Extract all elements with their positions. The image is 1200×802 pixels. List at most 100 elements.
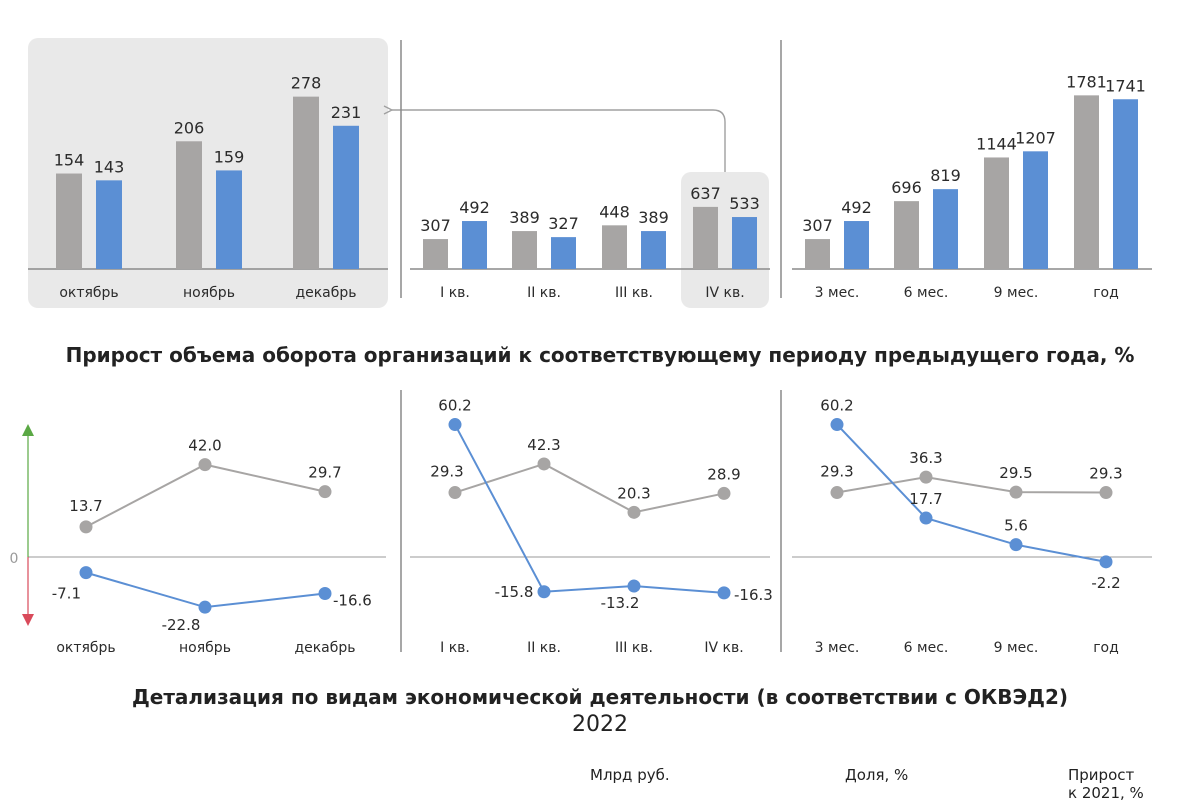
bar bbox=[933, 189, 958, 269]
growth-chart-title: Прирост объема оборота организаций к соо… bbox=[65, 343, 1135, 367]
bar-value-label: 637 bbox=[690, 184, 721, 203]
bar-value-label: 231 bbox=[331, 103, 362, 122]
bar-value-label: 492 bbox=[841, 198, 872, 217]
point-value-label: 29.5 bbox=[999, 464, 1032, 482]
bar bbox=[551, 237, 576, 269]
point-value-label: 13.7 bbox=[69, 497, 102, 515]
point-value-label: -15.8 bbox=[495, 583, 534, 601]
x-tick-label: 9 мес. bbox=[994, 640, 1039, 656]
x-tick-label: ноябрь bbox=[179, 640, 231, 656]
point-value-label: 36.3 bbox=[909, 449, 942, 467]
x-tick-label: октябрь bbox=[56, 640, 115, 656]
data-point bbox=[448, 486, 462, 500]
bar bbox=[423, 239, 448, 269]
bar-value-label: 819 bbox=[930, 166, 961, 185]
data-point bbox=[448, 418, 462, 432]
point-value-label: 20.3 bbox=[617, 484, 650, 502]
bar-value-label: 278 bbox=[291, 74, 322, 93]
x-tick-label: I кв. bbox=[440, 640, 470, 656]
column-header-share: Доля, % bbox=[845, 766, 909, 784]
column-header-billion-rub: Млрд руб. bbox=[590, 766, 670, 784]
bar-value-label: 448 bbox=[599, 202, 630, 221]
bar-value-label: 389 bbox=[638, 208, 669, 227]
point-value-label: 60.2 bbox=[820, 397, 853, 415]
bar-value-label: 533 bbox=[729, 194, 760, 213]
bar bbox=[1074, 95, 1099, 269]
detail-year: 2022 bbox=[572, 712, 628, 737]
bar bbox=[984, 157, 1009, 269]
data-point bbox=[1099, 486, 1113, 500]
data-point bbox=[830, 486, 844, 500]
growth-arrow-icon bbox=[22, 424, 34, 436]
x-tick-label: 9 мес. bbox=[994, 285, 1039, 301]
x-tick-label: IV кв. bbox=[704, 640, 743, 656]
series-line bbox=[836, 476, 1107, 494]
bar-value-label: 206 bbox=[174, 118, 205, 137]
bar-value-label: 159 bbox=[214, 147, 245, 166]
q4-to-months-arrow bbox=[392, 110, 726, 172]
bar bbox=[641, 231, 666, 269]
bar-value-label: 327 bbox=[548, 214, 579, 233]
series-line bbox=[836, 423, 1107, 563]
x-tick-label: 3 мес. bbox=[815, 640, 860, 656]
point-value-label: 28.9 bbox=[707, 465, 740, 483]
bar bbox=[56, 173, 82, 269]
bar bbox=[176, 141, 202, 269]
data-point bbox=[537, 585, 551, 599]
data-point bbox=[830, 418, 844, 432]
point-value-label: -2.2 bbox=[1091, 574, 1120, 592]
series-line bbox=[454, 462, 725, 514]
bar-value-label: 154 bbox=[54, 151, 85, 170]
zero-axis-label: 0 bbox=[10, 551, 19, 567]
data-point bbox=[537, 457, 551, 471]
q4-highlight bbox=[681, 172, 769, 308]
x-tick-label: 3 мес. bbox=[815, 285, 860, 301]
data-point bbox=[717, 586, 731, 600]
point-value-label: -16.6 bbox=[333, 592, 372, 610]
bar bbox=[216, 170, 242, 269]
data-point bbox=[1009, 538, 1023, 552]
bar-value-label: 1741 bbox=[1105, 76, 1146, 95]
data-point bbox=[318, 485, 332, 499]
point-value-label: 29.7 bbox=[308, 464, 341, 482]
x-tick-label: октябрь bbox=[59, 285, 118, 301]
decline-arrow-icon bbox=[22, 614, 34, 626]
bar bbox=[293, 96, 319, 269]
point-value-label: 42.0 bbox=[188, 437, 221, 455]
bar bbox=[333, 125, 359, 269]
bar bbox=[1023, 151, 1048, 269]
data-point bbox=[79, 520, 93, 534]
x-tick-label: IV кв. bbox=[705, 285, 744, 301]
bar-value-label: 492 bbox=[459, 198, 490, 217]
x-tick-label: III кв. bbox=[615, 640, 653, 656]
point-value-label: -22.8 bbox=[162, 616, 201, 634]
point-value-label: 60.2 bbox=[438, 397, 471, 415]
data-point bbox=[79, 566, 93, 580]
column-header-growth: Прирост к 2021, % bbox=[1068, 766, 1144, 802]
data-point bbox=[1009, 485, 1023, 499]
data-point bbox=[717, 486, 731, 500]
point-value-label: 29.3 bbox=[1089, 465, 1122, 483]
bar-value-label: 307 bbox=[420, 216, 451, 235]
point-value-label: 29.3 bbox=[430, 463, 463, 481]
bar bbox=[1113, 99, 1138, 269]
data-point bbox=[627, 505, 641, 519]
x-tick-label: декабрь bbox=[295, 285, 356, 301]
point-value-label: 29.3 bbox=[820, 463, 853, 481]
point-value-label: 5.6 bbox=[1004, 517, 1028, 535]
point-value-label: -7.1 bbox=[52, 585, 81, 603]
bar bbox=[894, 201, 919, 269]
data-point bbox=[919, 470, 933, 484]
data-point bbox=[627, 579, 641, 593]
x-tick-label: ноябрь bbox=[183, 285, 235, 301]
data-point bbox=[318, 587, 332, 601]
bar bbox=[602, 225, 627, 269]
point-value-label: 42.3 bbox=[527, 436, 560, 454]
point-value-label: -13.2 bbox=[601, 594, 640, 612]
data-point bbox=[1099, 555, 1113, 569]
bar-value-label: 696 bbox=[891, 178, 922, 197]
x-tick-label: I кв. bbox=[440, 285, 470, 301]
bar bbox=[844, 221, 869, 269]
bar-value-label: 1781 bbox=[1066, 72, 1107, 91]
data-point bbox=[919, 511, 933, 525]
